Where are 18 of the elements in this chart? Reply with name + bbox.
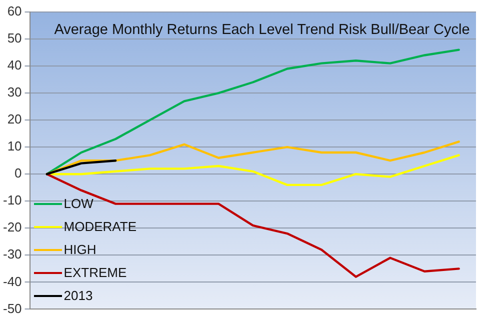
legend-label: EXTREME: [64, 265, 127, 280]
legend-label: HIGH: [64, 242, 96, 258]
y-tick-label: 50: [7, 30, 22, 46]
y-tick-label: 20: [7, 112, 22, 127]
y-tick-label: -30: [2, 246, 22, 262]
legend-label: LOW: [64, 196, 94, 212]
y-tick-label: -50: [2, 300, 22, 316]
y-tick-label: 30: [7, 84, 22, 100]
text: Average Monthly Returns Each Level Trend Risk Bull/Bear Cycle: [53, 22, 471, 38]
y-tick-label: -20: [2, 220, 22, 235]
legend-label: 2013: [64, 288, 93, 304]
y-tick-label: 60: [7, 4, 22, 19]
legend-label: MODERATE: [64, 219, 136, 234]
y-tick-label: 0: [14, 166, 22, 181]
y-tick-label: 40: [7, 58, 22, 73]
y-tick-label: -40: [2, 274, 22, 289]
y-tick-label: 10: [7, 138, 22, 154]
y-tick-label: -10: [2, 192, 22, 208]
